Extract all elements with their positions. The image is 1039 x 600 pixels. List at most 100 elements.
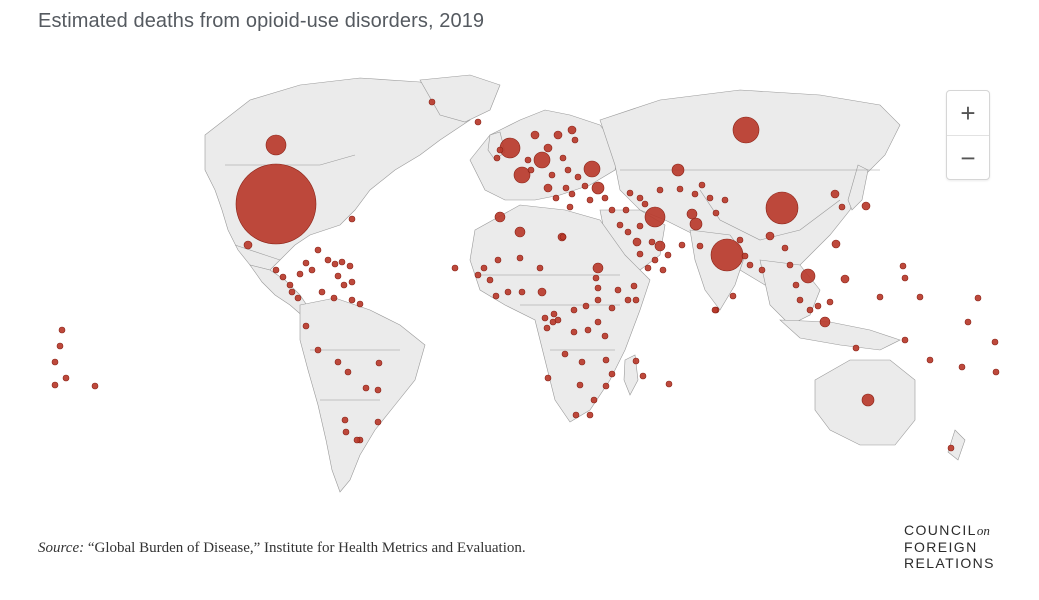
country-bubble[interactable] [814,302,822,310]
country-bubble[interactable] [492,292,500,300]
country-bubble[interactable] [696,242,704,250]
country-bubble[interactable] [375,359,383,367]
country-bubble[interactable] [279,273,287,281]
country-bubble[interactable] [991,338,999,346]
country-bubble[interactable] [564,166,572,174]
country-bubble[interactable] [721,196,729,204]
country-bubble[interactable] [527,166,535,174]
country-bubble[interactable] [570,306,578,314]
country-bubble[interactable] [353,436,361,444]
country-bubble[interactable] [318,288,326,296]
country-bubble[interactable] [428,98,436,106]
country-bubble[interactable] [592,262,604,274]
country-bubble[interactable] [819,316,831,328]
country-bubble[interactable] [758,266,766,274]
country-bubble[interactable] [571,136,579,144]
country-bubble[interactable] [630,282,638,290]
country-bubble[interactable] [686,208,698,220]
country-bubble[interactable] [536,264,544,272]
country-bubble[interactable] [691,190,699,198]
country-bubble[interactable] [712,209,720,217]
country-bubble[interactable] [265,134,287,156]
country-bubble[interactable] [710,238,744,272]
country-bubble[interactable] [533,151,551,169]
country-bubble[interactable] [272,266,280,274]
country-bubble[interactable] [570,328,578,336]
country-bubble[interactable] [348,296,356,304]
country-bubble[interactable] [624,296,632,304]
country-bubble[interactable] [676,185,684,193]
country-bubble[interactable] [314,246,322,254]
country-bubble[interactable] [58,326,66,334]
country-bubble[interactable] [644,206,666,228]
country-bubble[interactable] [348,215,356,223]
country-bubble[interactable] [554,316,562,324]
country-bubble[interactable] [374,418,382,426]
country-bubble[interactable] [947,444,955,452]
country-bubble[interactable] [648,238,656,246]
country-bubble[interactable] [594,318,602,326]
country-bubble[interactable] [288,288,296,296]
country-bubble[interactable] [552,194,560,202]
country-bubble[interactable] [474,271,482,279]
country-bubble[interactable] [474,118,482,126]
country-bubble[interactable] [592,274,600,282]
country-bubble[interactable] [480,264,488,272]
country-bubble[interactable] [586,196,594,204]
country-bubble[interactable] [374,386,382,394]
country-bubble[interactable] [356,300,364,308]
country-bubble[interactable] [622,206,630,214]
country-bubble[interactable] [608,206,616,214]
country-bubble[interactable] [838,203,846,211]
country-bubble[interactable] [562,184,570,192]
country-bubble[interactable] [574,173,582,181]
country-bubble[interactable] [711,306,719,314]
country-bubble[interactable] [537,287,547,297]
country-bubble[interactable] [286,281,294,289]
country-bubble[interactable] [516,254,524,262]
country-bubble[interactable] [786,261,794,269]
country-bubble[interactable] [654,240,666,252]
country-bubble[interactable] [659,266,667,274]
country-bubble[interactable] [296,270,304,278]
country-bubble[interactable] [576,381,584,389]
country-bubble[interactable] [243,240,253,250]
country-bubble[interactable] [651,256,659,264]
country-bubble[interactable] [830,189,840,199]
country-bubble[interactable] [362,384,370,392]
country-bubble[interactable] [590,396,598,404]
country-bubble[interactable] [302,322,310,330]
country-bubble[interactable] [334,358,342,366]
country-bubble[interactable] [543,183,553,193]
country-bubble[interactable] [342,428,350,436]
country-bubble[interactable] [550,310,558,318]
country-bubble[interactable] [632,237,642,247]
country-bubble[interactable] [581,182,589,190]
country-bubble[interactable] [334,272,342,280]
country-bubble[interactable] [582,302,590,310]
country-bubble[interactable] [876,293,884,301]
country-bubble[interactable] [689,217,703,231]
country-bubble[interactable] [51,358,59,366]
country-bubble[interactable] [543,324,551,332]
country-bubble[interactable] [566,203,574,211]
country-bubble[interactable] [831,239,841,249]
country-bubble[interactable] [901,336,909,344]
country-bubble[interactable] [656,186,664,194]
country-bubble[interactable] [544,374,552,382]
country-bubble[interactable] [594,284,602,292]
country-bubble[interactable] [916,293,924,301]
zoom-out-button[interactable]: − [947,135,989,180]
country-bubble[interactable] [594,296,602,304]
country-bubble[interactable] [806,306,814,314]
country-bubble[interactable] [559,233,567,241]
country-bubble[interactable] [636,194,644,202]
country-bubble[interactable] [591,181,605,195]
country-bubble[interactable] [496,146,504,154]
country-bubble[interactable] [601,332,609,340]
country-bubble[interactable] [671,163,685,177]
country-bubble[interactable] [513,166,531,184]
country-bubble[interactable] [608,304,616,312]
country-bubble[interactable] [338,258,346,266]
country-bubble[interactable] [541,314,549,322]
